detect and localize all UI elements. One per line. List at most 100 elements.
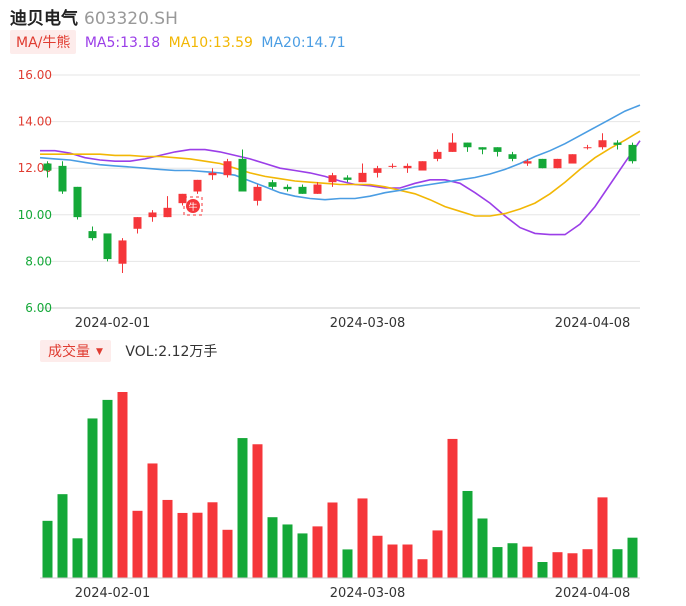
price-y-axis: 16.00 14.00 12.00 10.00 8.00 6.00 bbox=[18, 68, 52, 315]
volume-bar bbox=[387, 544, 398, 578]
candle-body bbox=[313, 184, 322, 194]
y-tick-label: 16.00 bbox=[18, 68, 52, 82]
volume-bar bbox=[492, 547, 503, 578]
candle-body bbox=[268, 182, 277, 187]
candle-body bbox=[328, 175, 337, 183]
candle-body bbox=[103, 233, 112, 260]
volume-bar bbox=[507, 543, 518, 578]
ma20-label: MA20:14.71 bbox=[261, 35, 346, 51]
volume-bar bbox=[297, 533, 308, 578]
ma5-line bbox=[40, 140, 641, 236]
volume-bar bbox=[252, 444, 263, 578]
volume-bar bbox=[57, 494, 68, 578]
candle-body bbox=[463, 142, 472, 148]
volume-bar bbox=[582, 549, 593, 578]
candle-body bbox=[148, 212, 157, 218]
volume-bar bbox=[402, 544, 413, 578]
candle bbox=[358, 163, 367, 183]
candle bbox=[343, 175, 352, 183]
volume-legend: 成交量 ▼ VOL:2.12万手 bbox=[40, 340, 217, 362]
candle bbox=[73, 186, 82, 220]
candle-body bbox=[133, 217, 142, 229]
candle-body bbox=[523, 161, 532, 164]
volume-x-axis: 2024-02-01 2024-03-08 2024-04-08 bbox=[75, 586, 631, 601]
y-tick-label: 8.00 bbox=[25, 254, 52, 268]
candle-body bbox=[538, 158, 547, 169]
volume-bar bbox=[612, 549, 623, 578]
volume-bar bbox=[342, 549, 353, 578]
candle-body bbox=[583, 147, 592, 149]
x-tick-label: 2024-02-01 bbox=[75, 316, 151, 331]
price-grid bbox=[40, 74, 640, 309]
candle-body bbox=[118, 240, 127, 264]
candle bbox=[223, 158, 232, 178]
y-tick-label: 10.00 bbox=[18, 208, 52, 222]
volume-bar bbox=[162, 499, 173, 578]
candle-body bbox=[163, 207, 172, 218]
volume-bar bbox=[117, 392, 128, 578]
volume-bar bbox=[147, 463, 158, 578]
ma5-label: MA5:13.18 bbox=[84, 35, 161, 51]
candle bbox=[598, 133, 607, 150]
candle bbox=[208, 168, 217, 180]
ma10-label: MA10:13.59 bbox=[168, 35, 253, 51]
volume-bar bbox=[552, 552, 563, 578]
stock-name: 迪贝电气 bbox=[10, 9, 78, 29]
candle bbox=[178, 193, 187, 206]
x-tick-label: 2024-02-01 bbox=[75, 586, 151, 601]
candle bbox=[613, 140, 622, 150]
candle bbox=[508, 151, 517, 162]
candle bbox=[523, 158, 532, 166]
candle bbox=[103, 233, 112, 262]
volume-bar bbox=[477, 518, 488, 578]
candle-body bbox=[178, 193, 187, 204]
candle bbox=[583, 144, 592, 150]
candle-body bbox=[553, 158, 562, 169]
candle bbox=[238, 149, 247, 192]
candle-body bbox=[358, 172, 367, 183]
x-tick-label: 2024-04-08 bbox=[555, 586, 631, 601]
candle-body bbox=[433, 151, 442, 159]
volume-bar bbox=[87, 418, 98, 578]
y-tick-label: 14.00 bbox=[18, 115, 52, 129]
candle bbox=[283, 184, 292, 192]
bull-badge[interactable]: 牛 bbox=[183, 196, 203, 216]
candlesticks bbox=[43, 133, 637, 274]
candle-body bbox=[478, 147, 487, 150]
candle bbox=[388, 163, 397, 169]
candle-body bbox=[193, 179, 202, 192]
candle bbox=[553, 158, 562, 169]
volume-bar bbox=[222, 529, 233, 578]
volume-bar bbox=[462, 490, 473, 578]
price-x-axis: 2024-02-01 2024-03-08 2024-04-08 bbox=[75, 316, 631, 331]
ma20-line bbox=[39, 104, 641, 201]
ma10-line bbox=[40, 130, 641, 217]
volume-bar bbox=[72, 538, 83, 578]
candle-body bbox=[373, 168, 382, 173]
candle bbox=[538, 158, 547, 169]
volume-bar bbox=[42, 520, 53, 578]
stock-code: 603320.SH bbox=[84, 9, 178, 29]
volume-indicator-button[interactable]: 成交量 ▼ bbox=[40, 340, 111, 362]
candle bbox=[463, 142, 472, 152]
candle bbox=[88, 226, 97, 241]
caret-down-icon: ▼ bbox=[96, 347, 103, 357]
y-tick-label: 6.00 bbox=[25, 301, 52, 315]
ma-toggle-button[interactable]: MA/牛熊 bbox=[10, 30, 77, 54]
volume-value: VOL:2.12万手 bbox=[125, 344, 218, 360]
y-tick-label: 12.00 bbox=[18, 161, 52, 175]
candle bbox=[118, 238, 127, 274]
candle-body bbox=[613, 142, 622, 145]
candle bbox=[478, 147, 487, 155]
candle-body bbox=[58, 165, 67, 192]
candle bbox=[43, 161, 52, 178]
candle bbox=[418, 161, 427, 171]
volume-bar bbox=[372, 535, 383, 578]
volume-bar bbox=[597, 497, 608, 578]
stock-header: 迪贝电气 603320.SH bbox=[10, 4, 178, 29]
volume-bar bbox=[132, 510, 143, 578]
candle-body bbox=[508, 154, 517, 159]
candle-body bbox=[493, 147, 502, 152]
candle-body bbox=[598, 140, 607, 148]
x-tick-label: 2024-03-08 bbox=[330, 586, 406, 601]
